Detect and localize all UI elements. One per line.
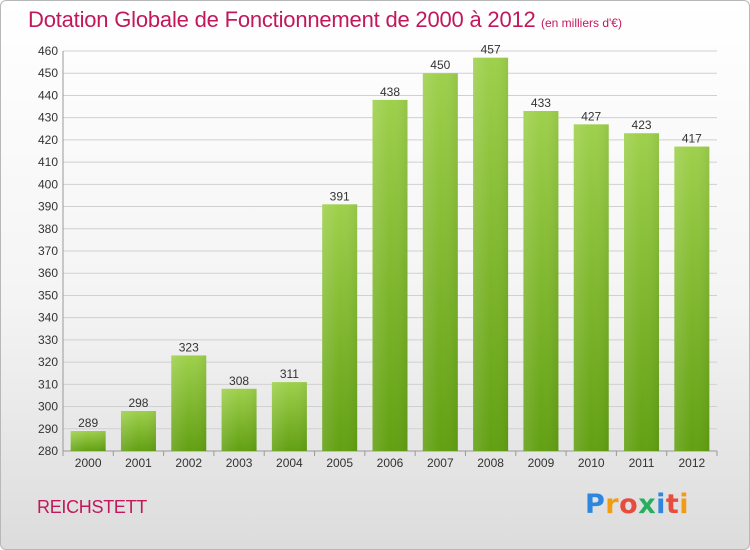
x-tick-label: 2005	[326, 456, 353, 470]
value-label: 438	[380, 85, 400, 99]
bar-shine	[573, 124, 609, 451]
chart-title: Dotation Globale de Fonctionnement de 20…	[28, 7, 536, 32]
bar-shine	[422, 73, 458, 451]
y-tick-label: 380	[38, 222, 58, 236]
proxiti-logo: Proxiti	[585, 489, 690, 520]
x-tick-label: 2002	[175, 456, 202, 470]
bar-shine	[372, 99, 408, 451]
value-label: 391	[330, 189, 350, 203]
y-tick-label: 440	[38, 88, 58, 102]
y-tick-label: 450	[38, 66, 58, 80]
axis-layer: 280 290 300 310 320 330 340 350 360 370 380 390 400 4…	[38, 44, 718, 458]
value-label: 427	[581, 109, 601, 123]
value-label: 450	[430, 58, 450, 72]
y-tick-label: 360	[38, 266, 58, 280]
y-tick-label: 320	[38, 355, 58, 369]
y-tick-label: 290	[38, 422, 58, 436]
commune-name: REICHSTETT	[37, 497, 148, 517]
bar-shine	[271, 382, 307, 451]
y-tick-label: 280	[38, 444, 58, 458]
x-tick-label: 2004	[276, 456, 303, 470]
value-label: 311	[280, 367, 299, 381]
y-tick-label: 390	[38, 200, 58, 214]
x-tick-label: 2003	[226, 456, 253, 470]
y-tick-label: 310	[38, 377, 58, 391]
bar-shine	[70, 431, 106, 451]
value-label: 298	[128, 396, 148, 410]
x-tick-label: 2006	[377, 456, 404, 470]
value-label: 289	[78, 416, 98, 430]
y-tick-label: 460	[38, 44, 58, 58]
label-layer: 289 2000 298 2001 323 2002 308 2003 311 2004 391 20…	[75, 43, 706, 470]
y-tick-label: 410	[38, 155, 58, 169]
y-tick-label: 300	[38, 400, 58, 414]
value-label: 457	[481, 43, 501, 57]
bar-shine	[171, 355, 207, 451]
chart-unit: (en milliers d'€)	[541, 16, 622, 30]
y-tick-label: 430	[38, 111, 58, 125]
bar-shine	[624, 133, 660, 451]
x-tick-label: 2000	[75, 456, 102, 470]
x-tick-label: 2008	[477, 456, 504, 470]
bar-shine	[322, 204, 358, 451]
y-tick-label: 420	[38, 133, 58, 147]
value-label: 433	[531, 96, 551, 110]
x-tick-label: 2009	[528, 456, 555, 470]
y-tick-label: 340	[38, 311, 58, 325]
x-tick-label: 2007	[427, 456, 454, 470]
bar-layer	[70, 57, 710, 452]
value-label: 308	[229, 374, 249, 388]
x-tick-label: 2012	[678, 456, 705, 470]
y-tick-label: 330	[38, 333, 58, 347]
bar-shine	[221, 388, 257, 451]
x-tick-label: 2010	[578, 456, 605, 470]
y-tick-label: 370	[38, 244, 58, 258]
value-label: 323	[179, 340, 199, 354]
x-tick-label: 2011	[629, 456, 655, 470]
bar-shine	[473, 57, 509, 452]
x-tick-label: 2001	[125, 456, 152, 470]
y-tick-label: 400	[38, 177, 58, 191]
bar-shine	[674, 146, 710, 452]
bar-shine	[120, 411, 156, 451]
value-label: 423	[632, 118, 652, 132]
value-label: 417	[682, 132, 702, 146]
bar-shine	[523, 111, 559, 451]
y-tick-label: 350	[38, 288, 58, 302]
